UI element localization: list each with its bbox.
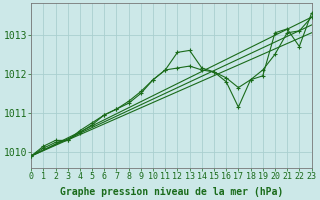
X-axis label: Graphe pression niveau de la mer (hPa): Graphe pression niveau de la mer (hPa)	[60, 186, 283, 197]
